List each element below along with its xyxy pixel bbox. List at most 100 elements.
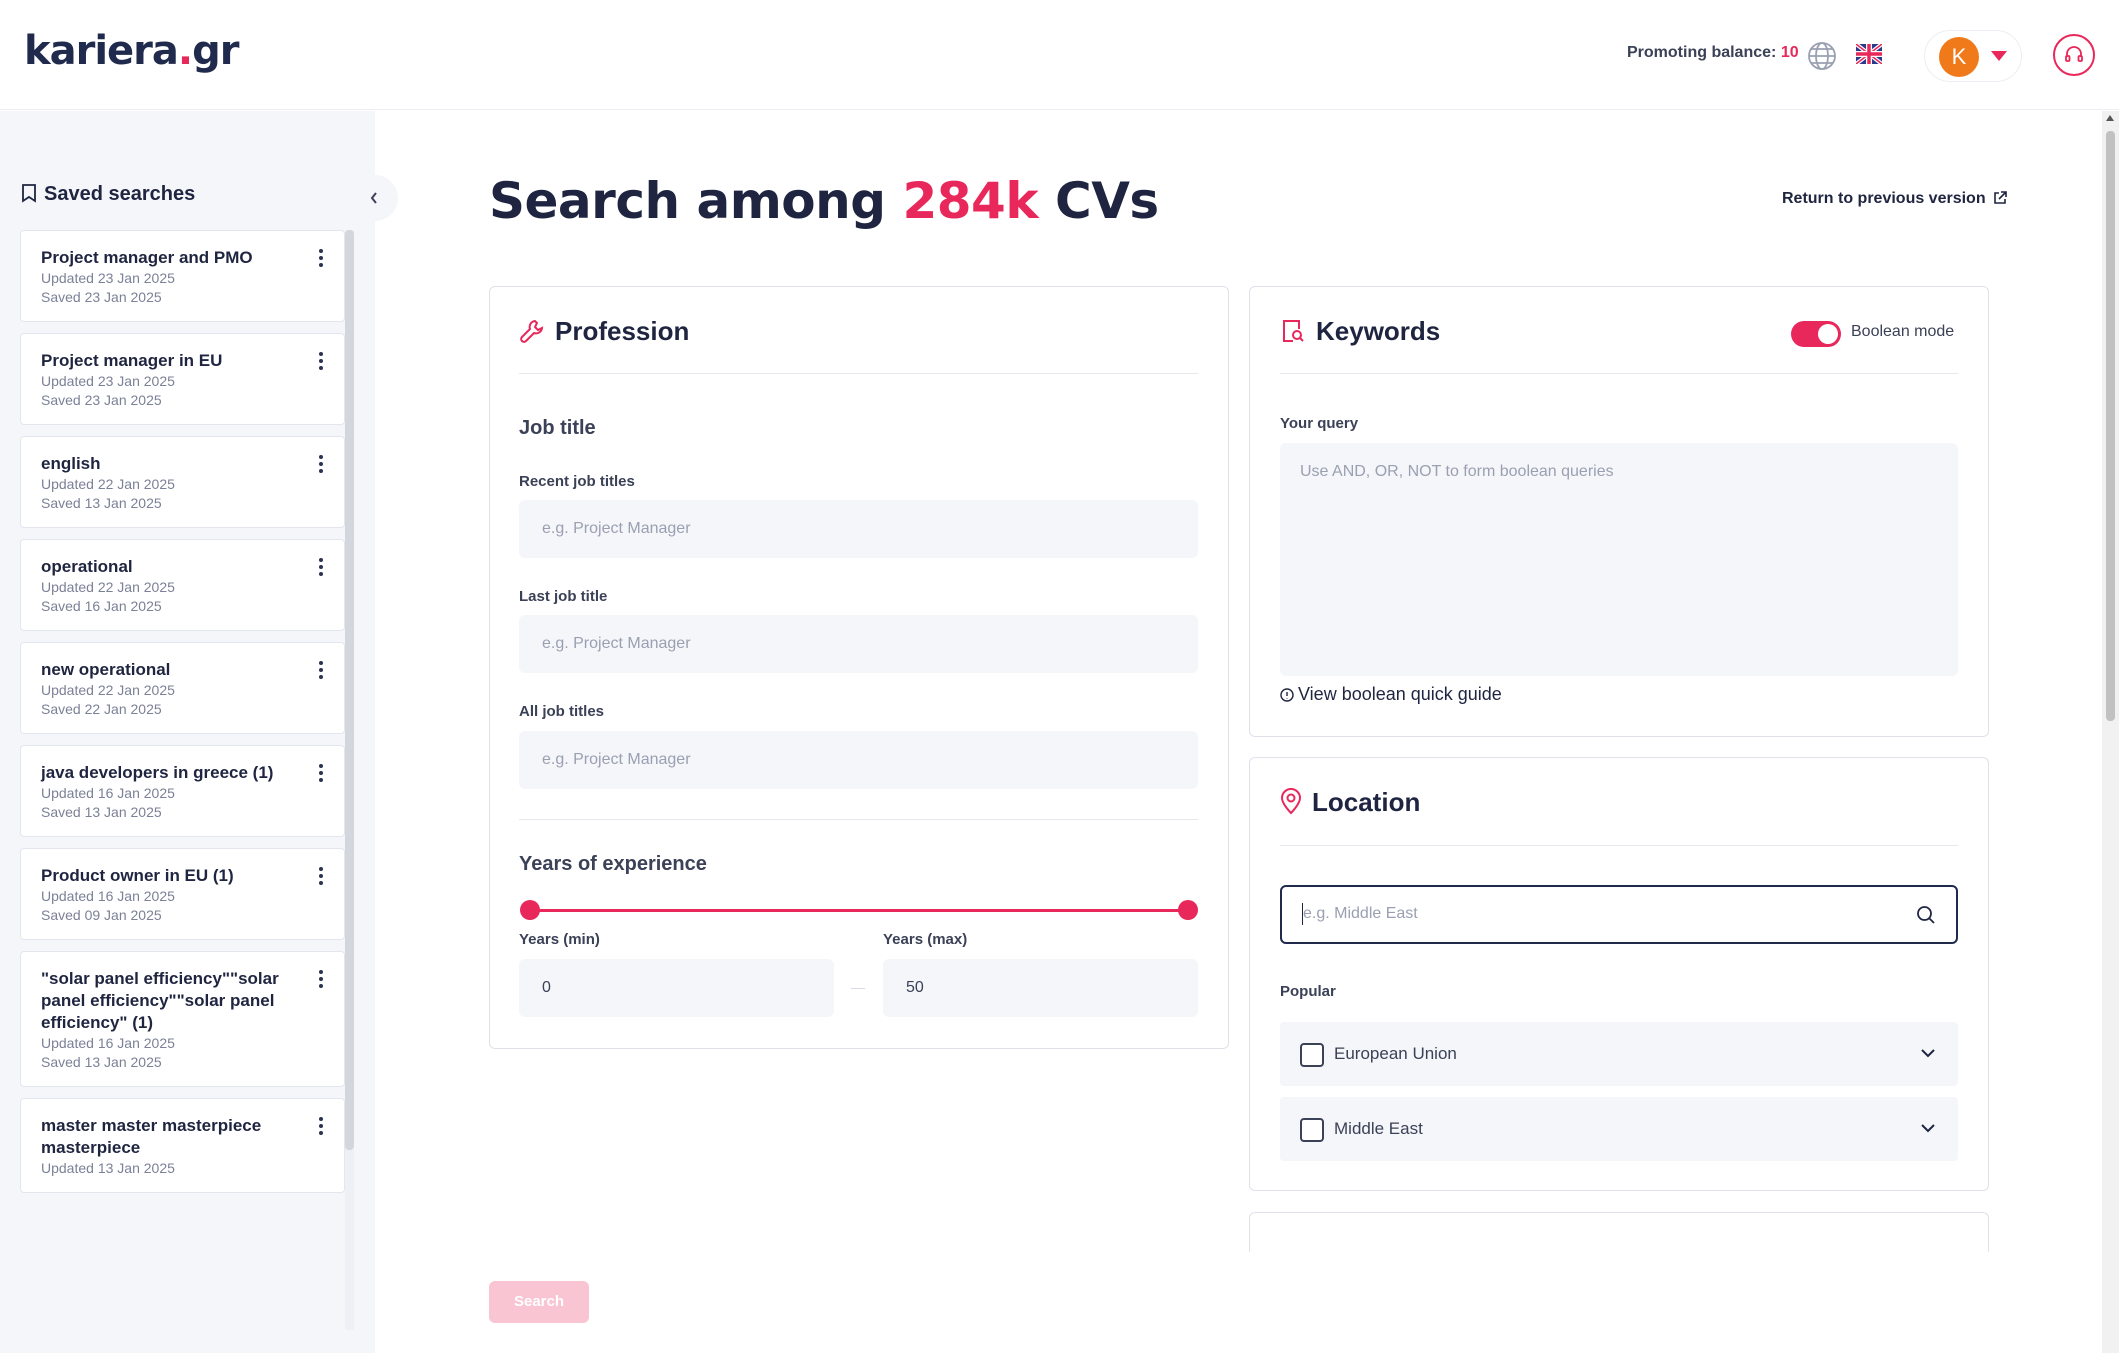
- more-options-icon[interactable]: [318, 661, 324, 681]
- keywords-divider: [1280, 373, 1958, 374]
- saved-search-item[interactable]: new operational Updated 22 Jan 2025 Save…: [20, 642, 345, 734]
- location-option-label: Middle East: [1334, 1119, 1423, 1138]
- more-options-icon[interactable]: [318, 352, 324, 372]
- european-union-checkbox[interactable]: [1300, 1043, 1324, 1067]
- saved-search-item[interactable]: english Updated 22 Jan 2025 Saved 13 Jan…: [20, 436, 345, 528]
- saved-search-name: english: [41, 454, 101, 473]
- more-options-icon[interactable]: [318, 867, 324, 887]
- scroll-up-arrow[interactable]: [2106, 115, 2114, 121]
- range-dash: [851, 988, 865, 989]
- saved-search-updated: Updated 13 Jan 2025: [41, 1160, 175, 1176]
- page-title: Search among 284k CVs: [489, 172, 1159, 230]
- sticky-footer: [376, 1252, 2102, 1353]
- caret-down-icon: [1991, 51, 2007, 61]
- more-options-icon[interactable]: [318, 1117, 324, 1137]
- page-scrollbar[interactable]: [2102, 111, 2119, 1353]
- saved-search-updated: Updated 22 Jan 2025: [41, 476, 175, 492]
- cv-count: 284k: [902, 172, 1039, 230]
- saved-searches-sidebar: Saved searches Project manager and PMO U…: [0, 111, 398, 1353]
- more-options-icon[interactable]: [318, 970, 324, 990]
- saved-search-item[interactable]: operational Updated 22 Jan 2025 Saved 16…: [20, 539, 345, 631]
- job-title-section: Job title: [519, 417, 596, 439]
- more-options-icon[interactable]: [318, 455, 324, 475]
- saved-search-saved: Saved 16 Jan 2025: [41, 598, 162, 614]
- saved-search-item[interactable]: java developers in greece (1) Updated 16…: [20, 745, 345, 837]
- saved-search-updated: Updated 22 Jan 2025: [41, 579, 175, 595]
- more-options-icon[interactable]: [318, 249, 324, 269]
- years-min-input[interactable]: 0: [519, 959, 834, 1017]
- saved-search-name: Product owner in EU (1): [41, 866, 234, 885]
- experience-section: Years of experience: [519, 853, 707, 875]
- location-option-european-union[interactable]: European Union: [1280, 1022, 1958, 1086]
- experience-slider-max-handle[interactable]: [1178, 900, 1198, 920]
- saved-search-item[interactable]: master master masterpiece masterpiece Up…: [20, 1098, 345, 1193]
- more-options-icon[interactable]: [318, 558, 324, 578]
- boolean-mode-toggle[interactable]: [1791, 321, 1841, 347]
- location-placeholder: e.g. Middle East: [1303, 905, 1418, 922]
- search-icon[interactable]: [1916, 905, 1936, 925]
- location-option-middle-east[interactable]: Middle East: [1280, 1097, 1958, 1161]
- middle-east-checkbox[interactable]: [1300, 1118, 1324, 1142]
- collapse-sidebar-button[interactable]: [352, 175, 398, 221]
- saved-search-name: Project manager in EU: [41, 351, 223, 370]
- saved-search-item[interactable]: "solar panel efficiency""solar panel eff…: [20, 951, 345, 1087]
- query-textarea[interactable]: Use AND, OR, NOT to form boolean queries: [1280, 443, 1958, 676]
- experience-slider-min-handle[interactable]: [520, 900, 540, 920]
- all-job-titles-input[interactable]: e.g. Project Manager: [519, 731, 1198, 789]
- return-previous-version-link[interactable]: Return to previous version: [1782, 190, 2008, 208]
- boolean-mode-label: Boolean mode: [1851, 323, 1955, 340]
- saved-search-name: Project manager and PMO: [41, 248, 253, 267]
- saved-search-saved: Saved 23 Jan 2025: [41, 289, 162, 305]
- saved-search-saved: Saved 13 Jan 2025: [41, 1054, 162, 1070]
- saved-search-updated: Updated 23 Jan 2025: [41, 270, 175, 286]
- last-job-title-input[interactable]: e.g. Project Manager: [519, 615, 1198, 673]
- years-min-label: Years (min): [519, 931, 600, 948]
- wrench-icon: [520, 319, 544, 343]
- saved-search-item[interactable]: Project manager and PMO Updated 23 Jan 2…: [20, 230, 345, 322]
- chevron-down-icon[interactable]: [1920, 1123, 1936, 1133]
- support-button[interactable]: [2053, 34, 2095, 76]
- saved-search-name: master master masterpiece masterpiece: [41, 1116, 262, 1157]
- location-divider: [1280, 845, 1958, 846]
- chevron-left-icon: [370, 192, 377, 204]
- saved-search-list: Project manager and PMO Updated 23 Jan 2…: [20, 230, 345, 1335]
- user-menu[interactable]: K: [1924, 30, 2022, 82]
- last-job-title-label: Last job title: [519, 588, 608, 605]
- uk-flag-icon[interactable]: [1854, 42, 1884, 66]
- promoting-balance-value: 10: [1780, 44, 1799, 61]
- popular-label: Popular: [1280, 983, 1336, 1000]
- experience-slider-track[interactable]: [529, 909, 1189, 912]
- map-pin-icon: [1280, 788, 1302, 815]
- avatar: K: [1939, 37, 1979, 77]
- years-max-input[interactable]: 50: [883, 959, 1198, 1017]
- location-title: Location: [1280, 787, 1420, 818]
- saved-search-name: "solar panel efficiency""solar panel eff…: [41, 969, 279, 1032]
- search-button[interactable]: Search: [489, 1281, 589, 1323]
- all-job-titles-label: All job titles: [519, 703, 605, 720]
- your-query-label: Your query: [1280, 415, 1359, 432]
- bookmark-icon: [22, 184, 36, 203]
- sidebar-scrollbar-thumb[interactable]: [345, 230, 354, 1150]
- saved-search-name: operational: [41, 557, 133, 576]
- saved-search-saved: Saved 23 Jan 2025: [41, 392, 162, 408]
- saved-search-item[interactable]: Product owner in EU (1) Updated 16 Jan 2…: [20, 848, 345, 940]
- globe-icon[interactable]: [1806, 40, 1838, 72]
- boolean-guide-link[interactable]: View boolean quick guide: [1280, 684, 1502, 705]
- kariera-logo[interactable]: kariera.gr: [24, 28, 239, 74]
- recent-job-titles-input[interactable]: e.g. Project Manager: [519, 500, 1198, 558]
- sidebar-scrollbar[interactable]: [345, 230, 354, 1330]
- years-max-label: Years (max): [883, 931, 968, 948]
- document-search-icon: [1283, 320, 1304, 342]
- profession-title: Profession: [519, 316, 689, 347]
- saved-search-updated: Updated 22 Jan 2025: [41, 682, 175, 698]
- promoting-balance: Promoting balance: 10: [1627, 44, 1799, 62]
- more-options-icon[interactable]: [318, 764, 324, 784]
- experience-divider: [519, 819, 1198, 820]
- saved-search-updated: Updated 23 Jan 2025: [41, 373, 175, 389]
- page-scrollbar-thumb[interactable]: [2106, 131, 2115, 721]
- saved-search-item[interactable]: Project manager in EU Updated 23 Jan 202…: [20, 333, 345, 425]
- location-option-label: European Union: [1334, 1044, 1457, 1063]
- chevron-down-icon[interactable]: [1920, 1048, 1936, 1058]
- location-search-input[interactable]: e.g. Middle East: [1280, 885, 1958, 944]
- promoting-balance-label: Promoting balance:: [1627, 44, 1777, 61]
